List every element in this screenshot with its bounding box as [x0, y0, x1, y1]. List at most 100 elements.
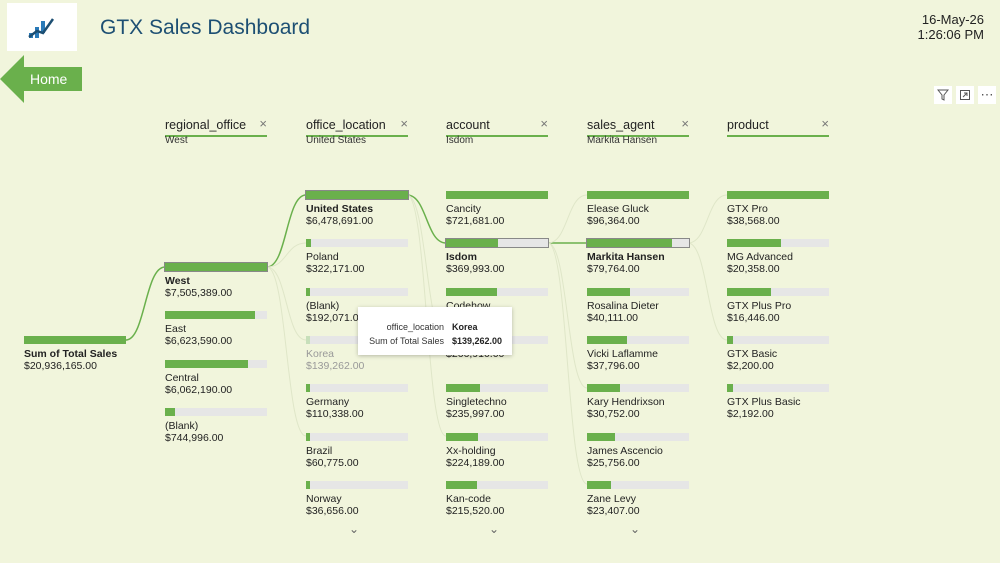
tree-node[interactable]: Singletechno $235,997.00 [446, 384, 548, 420]
tree-node[interactable]: MG Advanced $20,358.00 [727, 239, 829, 275]
tree-node[interactable]: Poland $322,171.00 [306, 239, 408, 275]
current-time: 1:26:06 PM [917, 27, 985, 42]
tree-node[interactable]: Rosalina Dieter $40,111.00 [587, 287, 689, 324]
tree-node[interactable]: (Blank) $192,071.00 [306, 287, 408, 324]
node-label: MG Advanced [727, 251, 793, 264]
node-label: James Ascencio [587, 444, 663, 457]
node-bar-fill [446, 384, 480, 393]
node-bar-fill [306, 480, 311, 489]
column-header-account[interactable]: account × [446, 116, 548, 137]
node-value: $37,796.00 [587, 359, 640, 372]
tree-node[interactable]: Korea $139,262.00 [306, 335, 408, 372]
column-header-sales_agent[interactable]: sales_agent × [587, 116, 689, 137]
tree-node[interactable]: GTX Plus Pro $16,446.00 [727, 287, 829, 324]
current-date: 16-May-26 [921, 12, 984, 27]
focus-mode-icon[interactable] [956, 86, 974, 104]
node-bar [165, 359, 267, 368]
node-value: $38,568.00 [727, 215, 780, 227]
node-bar-fill [446, 480, 477, 489]
node-value: $110,338.00 [306, 408, 364, 421]
tree-node[interactable]: Germany $110,338.00 [306, 384, 408, 420]
filter-icon[interactable] [934, 86, 952, 104]
node-value: $192,071.00 [306, 311, 365, 324]
tree-node[interactable]: James Ascencio $25,756.00 [587, 432, 689, 469]
node-value: $139,262.00 [306, 359, 365, 372]
tree-node[interactable]: GTX Plus Basic $2,192.00 [727, 384, 829, 420]
node-bar-fill [727, 239, 782, 248]
node-value: $7,505,389.00 [165, 287, 233, 299]
tree-node[interactable]: Xx-holding $224,189.00 [446, 432, 548, 469]
close-icon[interactable]: × [540, 116, 548, 131]
close-icon[interactable]: × [821, 116, 829, 131]
tree-node[interactable]: Central $6,062,190.00 [165, 359, 267, 396]
tree-node[interactable]: United States $6,478,691.00 [305, 190, 409, 227]
tree-node[interactable]: Kary Hendrixson $30,752.00 [587, 384, 689, 420]
more-options-icon[interactable]: ⋯ [978, 86, 996, 104]
tree-node[interactable]: Norway $36,656.00 [306, 480, 408, 517]
node-bar-fill [587, 287, 630, 296]
root-node[interactable]: Sum of Total Sales $20,936,165.00 [24, 336, 126, 372]
node-bar [587, 335, 689, 344]
column-header-office_location[interactable]: office_location × [306, 116, 408, 137]
tree-node[interactable]: West $7,505,389.00 [164, 262, 268, 299]
tree-node[interactable]: Markita Hansen $79,764.00 [586, 238, 690, 276]
tree-node[interactable]: East $6,623,590.00 [165, 311, 267, 347]
node-bar-fill [446, 191, 548, 199]
node-value: $16,446.00 [727, 311, 780, 324]
node-label: Germany [306, 396, 350, 409]
tree-node[interactable]: Vicki Laflamme $37,796.00 [587, 335, 689, 372]
node-value: $79,764.00 [587, 263, 640, 276]
node-bar-fill [165, 311, 255, 320]
column-header-label: office_location [306, 118, 386, 132]
node-label: Brazil [306, 444, 333, 457]
tree-node[interactable]: Brazil $60,775.00 [306, 432, 408, 469]
column-header-regional_office[interactable]: regional_office × [165, 116, 267, 137]
close-icon[interactable]: × [681, 116, 689, 131]
node-value: $6,478,691.00 [306, 215, 374, 227]
chevron-down-icon[interactable]: ⌄ [489, 522, 500, 536]
tree-node[interactable]: GTX Basic $2,200.00 [727, 335, 829, 372]
node-bar [445, 238, 549, 249]
node-value: $25,756.00 [587, 456, 640, 469]
tree-node[interactable]: Zane Levy $23,407.00 [587, 480, 689, 517]
column-header-product[interactable]: product × [727, 116, 829, 137]
node-label: Markita Hansen [587, 251, 665, 264]
refresh-datetime: 16-May-26 1:26:06 PM [918, 12, 985, 42]
app-logo [7, 3, 77, 51]
node-value: $215,520.00 [446, 504, 505, 517]
tree-node[interactable]: Isdom $369,993.00 [445, 238, 549, 275]
node-value: $6,623,590.00 [165, 335, 233, 348]
node-label: Norway [306, 492, 342, 505]
node-bar-fill [306, 335, 311, 344]
node-bar [727, 287, 829, 296]
tree-node[interactable]: GTX Pro $38,568.00 [727, 191, 829, 227]
column-selected-value: Markita Hansen [587, 135, 658, 146]
chevron-down-icon[interactable]: ⌄ [349, 522, 360, 536]
arrow-left-icon [0, 55, 82, 103]
node-bar [446, 287, 548, 296]
close-icon[interactable]: × [259, 116, 267, 131]
node-bar-fill [587, 335, 627, 344]
tree-node[interactable]: Kan-code $215,520.00 [446, 480, 548, 517]
node-bar-fill [587, 384, 620, 393]
node-bar [587, 191, 689, 199]
tree-node[interactable]: (Blank) $744,996.00 [165, 407, 267, 444]
node-bar-fill [587, 239, 672, 248]
node-label: East [165, 323, 187, 336]
node-bar-fill [446, 239, 499, 248]
tree-node[interactable]: Elease Gluck $96,364.00 [587, 191, 689, 227]
node-bar-fill [587, 432, 615, 441]
tree-node[interactable]: Cancity $721,681.00 [446, 191, 548, 227]
root-value: $20,936,165.00 [24, 360, 97, 372]
node-bar-fill [165, 359, 248, 368]
dashboard-title: GTX Sales Dashboard [100, 16, 311, 39]
node-value: $60,775.00 [306, 456, 359, 469]
chevron-down-icon[interactable]: ⌄ [630, 522, 641, 536]
node-value: $2,192.00 [727, 408, 774, 421]
node-value: $30,752.00 [587, 408, 640, 421]
node-value: $36,656.00 [306, 504, 359, 517]
home-button[interactable] [0, 55, 84, 108]
close-icon[interactable]: × [400, 116, 408, 131]
node-bar [446, 191, 548, 199]
